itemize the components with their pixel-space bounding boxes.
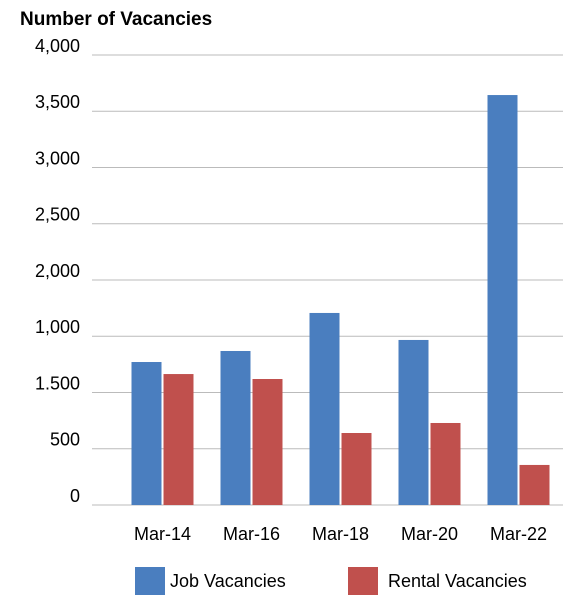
bar — [519, 464, 550, 505]
bar — [252, 379, 283, 505]
y-tick-label: 3,500 — [35, 92, 80, 112]
y-tick-label: 0 — [70, 486, 80, 506]
bar — [309, 312, 340, 505]
y-tick-label: 500 — [50, 430, 80, 450]
bar — [131, 362, 162, 505]
y-tick-label: 2,000 — [35, 261, 80, 281]
bar — [398, 339, 429, 505]
x-tick-label: Mar-20 — [401, 524, 458, 544]
legend-swatch — [348, 567, 378, 595]
x-tick-label: Mar-14 — [134, 524, 191, 544]
x-tick-label: Mar-16 — [223, 524, 280, 544]
x-tick-label: Mar-22 — [490, 524, 547, 544]
bar — [163, 374, 194, 505]
bar — [341, 433, 372, 505]
y-tick-label: 1.500 — [35, 373, 80, 393]
x-tick-label: Mar-18 — [312, 524, 369, 544]
y-tick-label: 4,000 — [35, 36, 80, 56]
y-tick-label: 3,000 — [35, 148, 80, 168]
legend-label: Rental Vacancies — [388, 571, 527, 591]
legend-swatch — [135, 567, 165, 595]
bar — [220, 350, 251, 505]
y-tick-label: 2,500 — [35, 205, 80, 225]
legend-label: Job Vacancies — [170, 571, 286, 591]
chart-title: Number of Vacancies — [20, 9, 212, 30]
y-tick-label: 1,000 — [35, 317, 80, 337]
bar — [430, 422, 461, 505]
bar — [487, 95, 518, 506]
